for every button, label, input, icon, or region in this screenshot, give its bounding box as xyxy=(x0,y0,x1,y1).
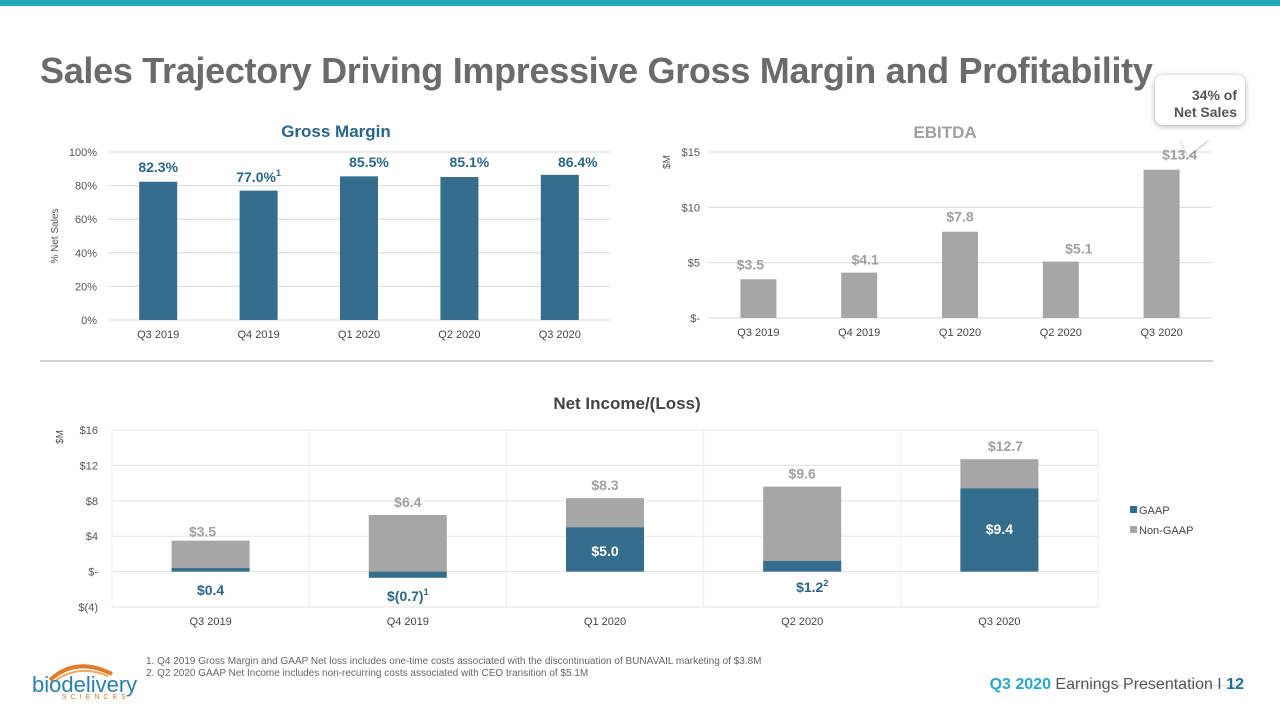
gaap-bar xyxy=(171,568,250,572)
gaap-data-label: $5.0 xyxy=(591,543,618,559)
nongaap-data-label: $12.7 xyxy=(988,438,1023,454)
y-axis-label: $M xyxy=(662,155,673,169)
ebitda-chart: EBITDA $M $- $5 $10 $15 Q3 2019 Q4 2019 Q1 2020 Q… xyxy=(662,123,1212,339)
nongaap-bar xyxy=(171,540,250,572)
legend-label: Non-GAAP xyxy=(1139,525,1193,537)
data-label: 82.3% xyxy=(138,159,178,175)
nongaap-data-label: $3.5 xyxy=(189,524,216,540)
legend-swatch xyxy=(1130,506,1137,513)
footer-text: Earnings Presentation I xyxy=(1050,676,1227,693)
logo-arc-icon xyxy=(48,664,113,682)
net-income-chart: Net Income/(Loss) $M $(4) $- $4 $8 $12 $16 Q3 20… xyxy=(55,394,1193,628)
data-label: 85.5% xyxy=(349,154,389,170)
y-tick-label: $15 xyxy=(682,147,700,159)
chart-title: EBITDA xyxy=(913,123,976,142)
footnote-2: 2. Q2 2020 GAAP Net Income includes non-… xyxy=(146,668,589,679)
bar xyxy=(340,176,378,320)
data-label: $5.1 xyxy=(1065,241,1092,257)
y-tick-label: $(4) xyxy=(78,602,98,614)
x-tick-label: Q3 2019 xyxy=(137,329,179,341)
x-tick-label: Q3 2020 xyxy=(978,616,1020,628)
x-tick-label: Q1 2020 xyxy=(338,329,380,341)
gaap-data-label: $9.4 xyxy=(986,521,1013,537)
page-title: Sales Trajectory Driving Impressive Gros… xyxy=(40,50,1153,91)
y-tick-label: $- xyxy=(690,313,700,325)
footer-quarter: Q3 2020 xyxy=(989,676,1051,693)
callout-line-1: 34% of xyxy=(1191,87,1237,103)
data-label: 86.4% xyxy=(558,154,598,170)
data-label: 85.1% xyxy=(450,154,490,170)
bar xyxy=(139,181,178,320)
x-tick-label: Q3 2020 xyxy=(1140,327,1182,339)
bar xyxy=(841,272,878,318)
data-label: $4.1 xyxy=(852,252,879,268)
gaap-bar xyxy=(960,488,1039,572)
callout-line-2: Net Sales xyxy=(1173,104,1237,120)
x-tick-label: Q1 2020 xyxy=(584,616,626,628)
x-tick-label: Q1 2020 xyxy=(939,327,981,339)
gaap-data-label: $1.22 xyxy=(796,578,828,595)
x-tick-label: Q4 2019 xyxy=(387,616,429,628)
y-tick-label: 60% xyxy=(75,214,97,226)
x-tick-label: Q3 2019 xyxy=(737,327,779,339)
bar xyxy=(740,279,777,318)
section-divider xyxy=(40,360,1213,362)
chart-title: Net Income/(Loss) xyxy=(553,394,700,413)
x-tick-label: Q4 2019 xyxy=(237,329,279,341)
company-logo-sub: SCIENCES xyxy=(62,694,130,701)
footer: Q3 2020 Earnings Presentation I 12 xyxy=(990,676,1244,694)
gaap-bar xyxy=(368,571,447,578)
legend-label: GAAP xyxy=(1139,505,1170,517)
data-label: 77.0%1 xyxy=(236,168,281,185)
gaap-bar xyxy=(566,527,644,572)
chart-title: Gross Margin xyxy=(281,122,391,141)
bar xyxy=(540,174,579,320)
y-tick-label: 0% xyxy=(81,315,97,327)
gaap-data-label: $0.4 xyxy=(197,582,224,598)
data-label: $3.5 xyxy=(737,256,764,272)
legend-swatch xyxy=(1130,526,1137,533)
callout-tail xyxy=(1180,138,1210,156)
bar xyxy=(239,190,278,320)
y-tick-label: $8 xyxy=(86,496,98,508)
company-logo: biodelivery xyxy=(32,672,138,697)
bar xyxy=(942,231,978,318)
footer-bar xyxy=(1070,684,1245,687)
y-tick-label: $12 xyxy=(80,460,98,472)
x-tick-label: Q3 2019 xyxy=(189,616,231,628)
nongaap-data-label: $8.3 xyxy=(591,477,618,493)
y-axis-label: $M xyxy=(55,430,66,444)
y-tick-label: $5 xyxy=(688,258,700,270)
bar xyxy=(1143,169,1180,318)
footnote-1: 1. Q4 2019 Gross Margin and GAAP Net los… xyxy=(146,656,762,667)
x-tick-label: Q4 2019 xyxy=(838,327,880,339)
gaap-bar xyxy=(763,560,842,572)
nongaap-bar xyxy=(763,486,842,572)
y-tick-label: 20% xyxy=(75,281,97,293)
y-tick-label: 40% xyxy=(75,248,97,260)
nongaap-bar xyxy=(368,514,447,572)
y-tick-label: $- xyxy=(88,567,98,579)
y-tick-label: $16 xyxy=(80,425,98,437)
y-tick-label: $4 xyxy=(86,531,98,543)
gross-margin-chart: Gross Margin % Net Sales 0% 20% 40% 60% 80% 100… xyxy=(50,122,610,341)
y-tick-label: 80% xyxy=(75,181,97,193)
x-tick-label: Q3 2020 xyxy=(539,329,581,341)
nongaap-data-label: $9.6 xyxy=(789,466,816,482)
x-tick-label: Q2 2020 xyxy=(781,616,823,628)
data-label: $7.8 xyxy=(946,209,973,225)
x-tick-label: Q2 2020 xyxy=(438,329,480,341)
bar xyxy=(1042,261,1079,318)
x-tick-label: Q2 2020 xyxy=(1040,327,1082,339)
nongaap-data-label: $6.4 xyxy=(394,494,421,510)
callout-bubble: 34% of Net Sales xyxy=(1155,75,1245,125)
gaap-data-label: $(0.7)1 xyxy=(387,587,429,604)
y-tick-label: $10 xyxy=(682,202,700,214)
page-number: 12 xyxy=(1226,676,1244,693)
y-axis-label: % Net Sales xyxy=(50,208,61,263)
y-tick-label: 100% xyxy=(69,147,97,159)
bar xyxy=(440,177,479,320)
top-accent-bar xyxy=(0,0,1280,6)
